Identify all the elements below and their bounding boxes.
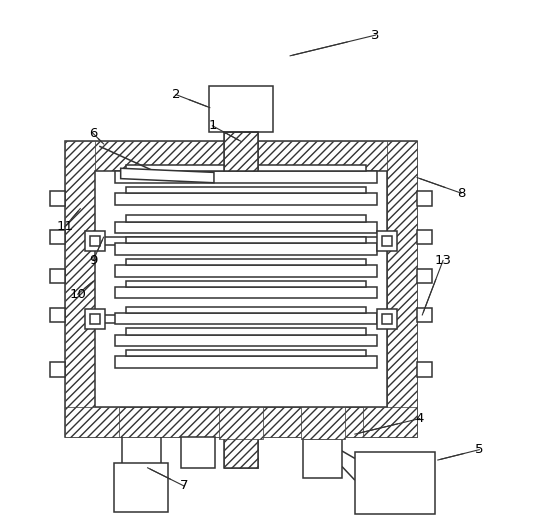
Polygon shape [121, 168, 214, 183]
Bar [115, 287, 376, 299]
Bar [219, 406, 263, 439]
Bar [115, 313, 376, 324]
Bar [114, 463, 168, 512]
Bar [126, 328, 366, 334]
Bar [126, 187, 366, 193]
Bar [65, 406, 417, 437]
Bar [65, 141, 417, 437]
Bar [126, 259, 366, 265]
Text: 13: 13 [435, 254, 452, 267]
Bar [50, 362, 65, 377]
Text: 11: 11 [56, 220, 73, 233]
Bar [224, 132, 258, 171]
Bar [417, 230, 431, 244]
Bar [65, 141, 417, 171]
Text: 9: 9 [89, 254, 97, 267]
Bar [303, 439, 342, 478]
Bar [50, 191, 65, 206]
Text: 3: 3 [372, 29, 380, 42]
Text: 7: 7 [180, 479, 188, 492]
Bar [126, 215, 366, 221]
Bar [224, 437, 258, 468]
Bar [126, 165, 366, 171]
Bar [115, 356, 376, 368]
Text: 4: 4 [416, 412, 424, 425]
Bar [355, 452, 435, 514]
Bar [95, 171, 387, 406]
Bar [126, 306, 366, 313]
Bar [363, 406, 417, 437]
Bar [115, 334, 376, 346]
Bar [224, 437, 258, 468]
Bar [377, 231, 397, 251]
Bar [90, 236, 100, 246]
Bar [115, 243, 376, 255]
Text: 2: 2 [172, 88, 181, 101]
Bar [126, 281, 366, 287]
Bar [382, 236, 392, 246]
Bar [377, 309, 397, 329]
Text: 10: 10 [69, 288, 86, 301]
Bar [90, 314, 100, 324]
Bar [417, 362, 431, 377]
Bar [65, 141, 95, 437]
Text: 1: 1 [208, 119, 217, 132]
Bar [50, 308, 65, 322]
Bar [387, 141, 417, 437]
Bar [85, 231, 104, 251]
Bar [115, 171, 376, 183]
Bar [115, 265, 376, 277]
Bar [417, 269, 431, 283]
Bar [115, 221, 376, 233]
Text: 8: 8 [457, 187, 465, 200]
Bar [85, 309, 104, 329]
Bar [126, 237, 366, 243]
Bar [115, 193, 376, 205]
Bar [65, 406, 119, 437]
Bar [417, 308, 431, 322]
Bar [417, 191, 431, 206]
Bar [181, 437, 215, 468]
Bar [382, 314, 392, 324]
Bar [300, 406, 344, 439]
Bar [126, 350, 366, 356]
Bar [208, 86, 273, 132]
Text: 5: 5 [475, 443, 484, 456]
Bar [50, 230, 65, 244]
Bar [50, 269, 65, 283]
Bar [224, 132, 258, 171]
Text: 6: 6 [89, 127, 97, 140]
